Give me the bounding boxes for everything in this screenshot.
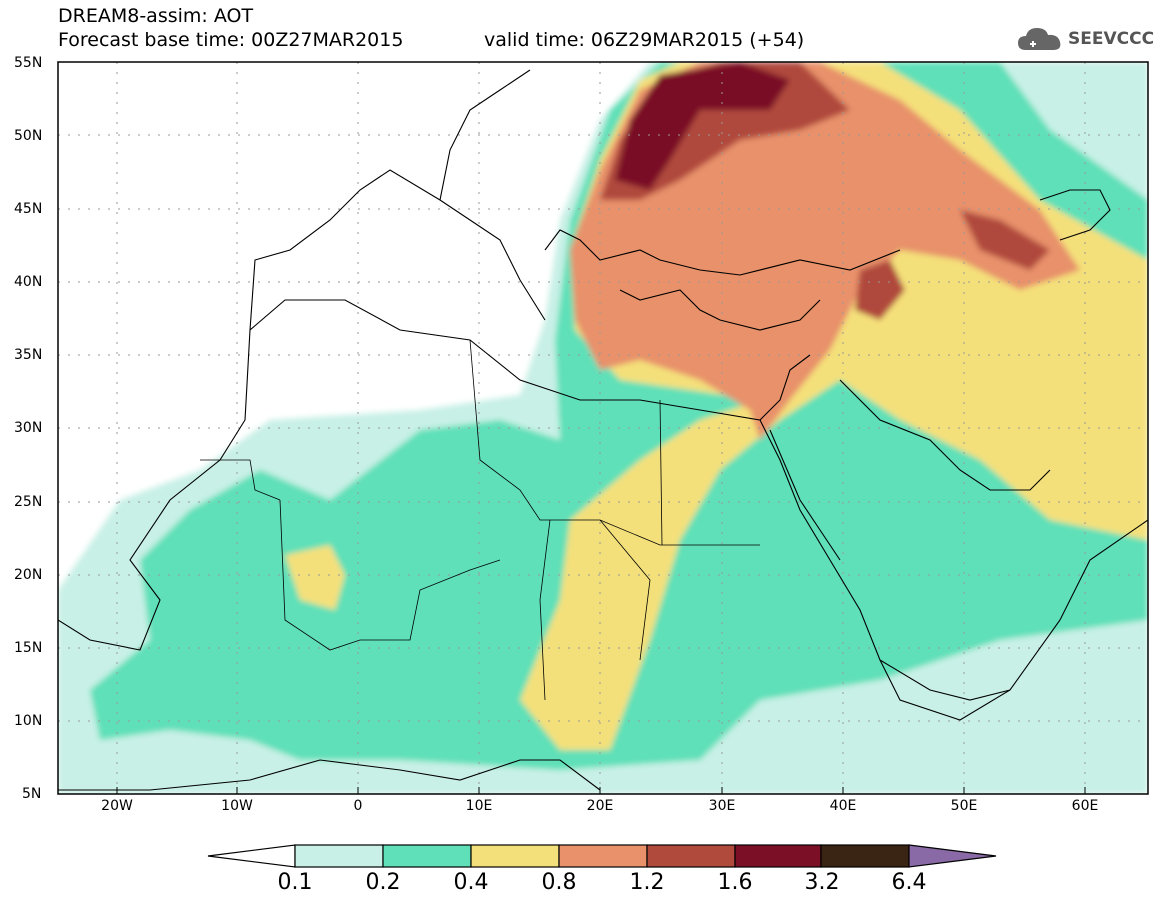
lon-label: 60E <box>1071 798 1099 814</box>
coastlines <box>58 69 1148 791</box>
lat-label: 45N <box>14 201 43 217</box>
colorbar-label: 0.2 <box>365 870 401 895</box>
title-line-1: DREAM8-assim: AOT <box>58 5 254 27</box>
lon-label: 50E <box>950 798 978 814</box>
lat-label: 5N <box>22 786 42 802</box>
colorbar-over-arrow <box>908 844 997 868</box>
map-frame <box>57 61 1149 795</box>
aot-band-1.2-south <box>855 260 905 320</box>
lon-label: 10W <box>221 798 253 814</box>
aot-band-0.4-west <box>285 545 345 610</box>
lon-label: 10E <box>465 798 493 814</box>
colorbar-bin-3.2 <box>820 844 910 868</box>
colorbar-label: 0.4 <box>453 870 489 895</box>
lat-label: 20N <box>14 567 43 583</box>
colorbar-label: 3.2 <box>804 870 840 895</box>
aot-band-1.6 <box>615 62 790 190</box>
colorbar-bin-0.2 <box>382 844 472 868</box>
aot-band-1.2-east <box>960 210 1050 270</box>
lon-label: 30E <box>708 798 736 814</box>
colorbar-label: 6.4 <box>891 870 927 895</box>
aot-field <box>58 62 1148 794</box>
colorbar <box>207 844 997 868</box>
title-line-2: Forecast base time: 00Z27MAR2015 <box>58 29 404 51</box>
colorbar-label: 0.8 <box>541 870 577 895</box>
cloud-icon <box>1018 28 1061 50</box>
colorbar-bin-0.4 <box>470 844 560 868</box>
lat-label: 15N <box>14 640 43 656</box>
lon-label: 20E <box>586 798 614 814</box>
colorbar-bin-1.2 <box>646 844 736 868</box>
lon-label: 40E <box>829 798 857 814</box>
lat-label: 30N <box>14 420 43 436</box>
lon-label: 0 <box>353 798 363 814</box>
lon-label: 20W <box>101 798 133 814</box>
colorbar-bin-1.6 <box>734 844 822 868</box>
colorbar-under-arrow <box>207 844 296 868</box>
lat-label: 10N <box>14 713 43 729</box>
lat-label: 35N <box>14 347 43 363</box>
lat-label: 40N <box>14 274 43 290</box>
axis-ticks <box>116 787 1086 794</box>
colorbar-bin-0.8 <box>558 844 648 868</box>
colorbar-label: 0.1 <box>277 870 313 895</box>
colorbar-label: 1.6 <box>717 870 753 895</box>
seevccc-logo: SEEVCCC <box>1016 22 1156 56</box>
lat-label: 25N <box>14 494 43 510</box>
colorbar-bin-0.1 <box>294 844 384 868</box>
valid-time: valid time: 06Z29MAR2015 (+54) <box>484 29 805 51</box>
lat-label: 55N <box>14 55 43 71</box>
borders <box>200 339 760 701</box>
colorbar-label: 1.2 <box>629 870 665 895</box>
lat-label: 50N <box>14 128 43 144</box>
logo-text: SEEVCCC <box>1068 29 1155 49</box>
